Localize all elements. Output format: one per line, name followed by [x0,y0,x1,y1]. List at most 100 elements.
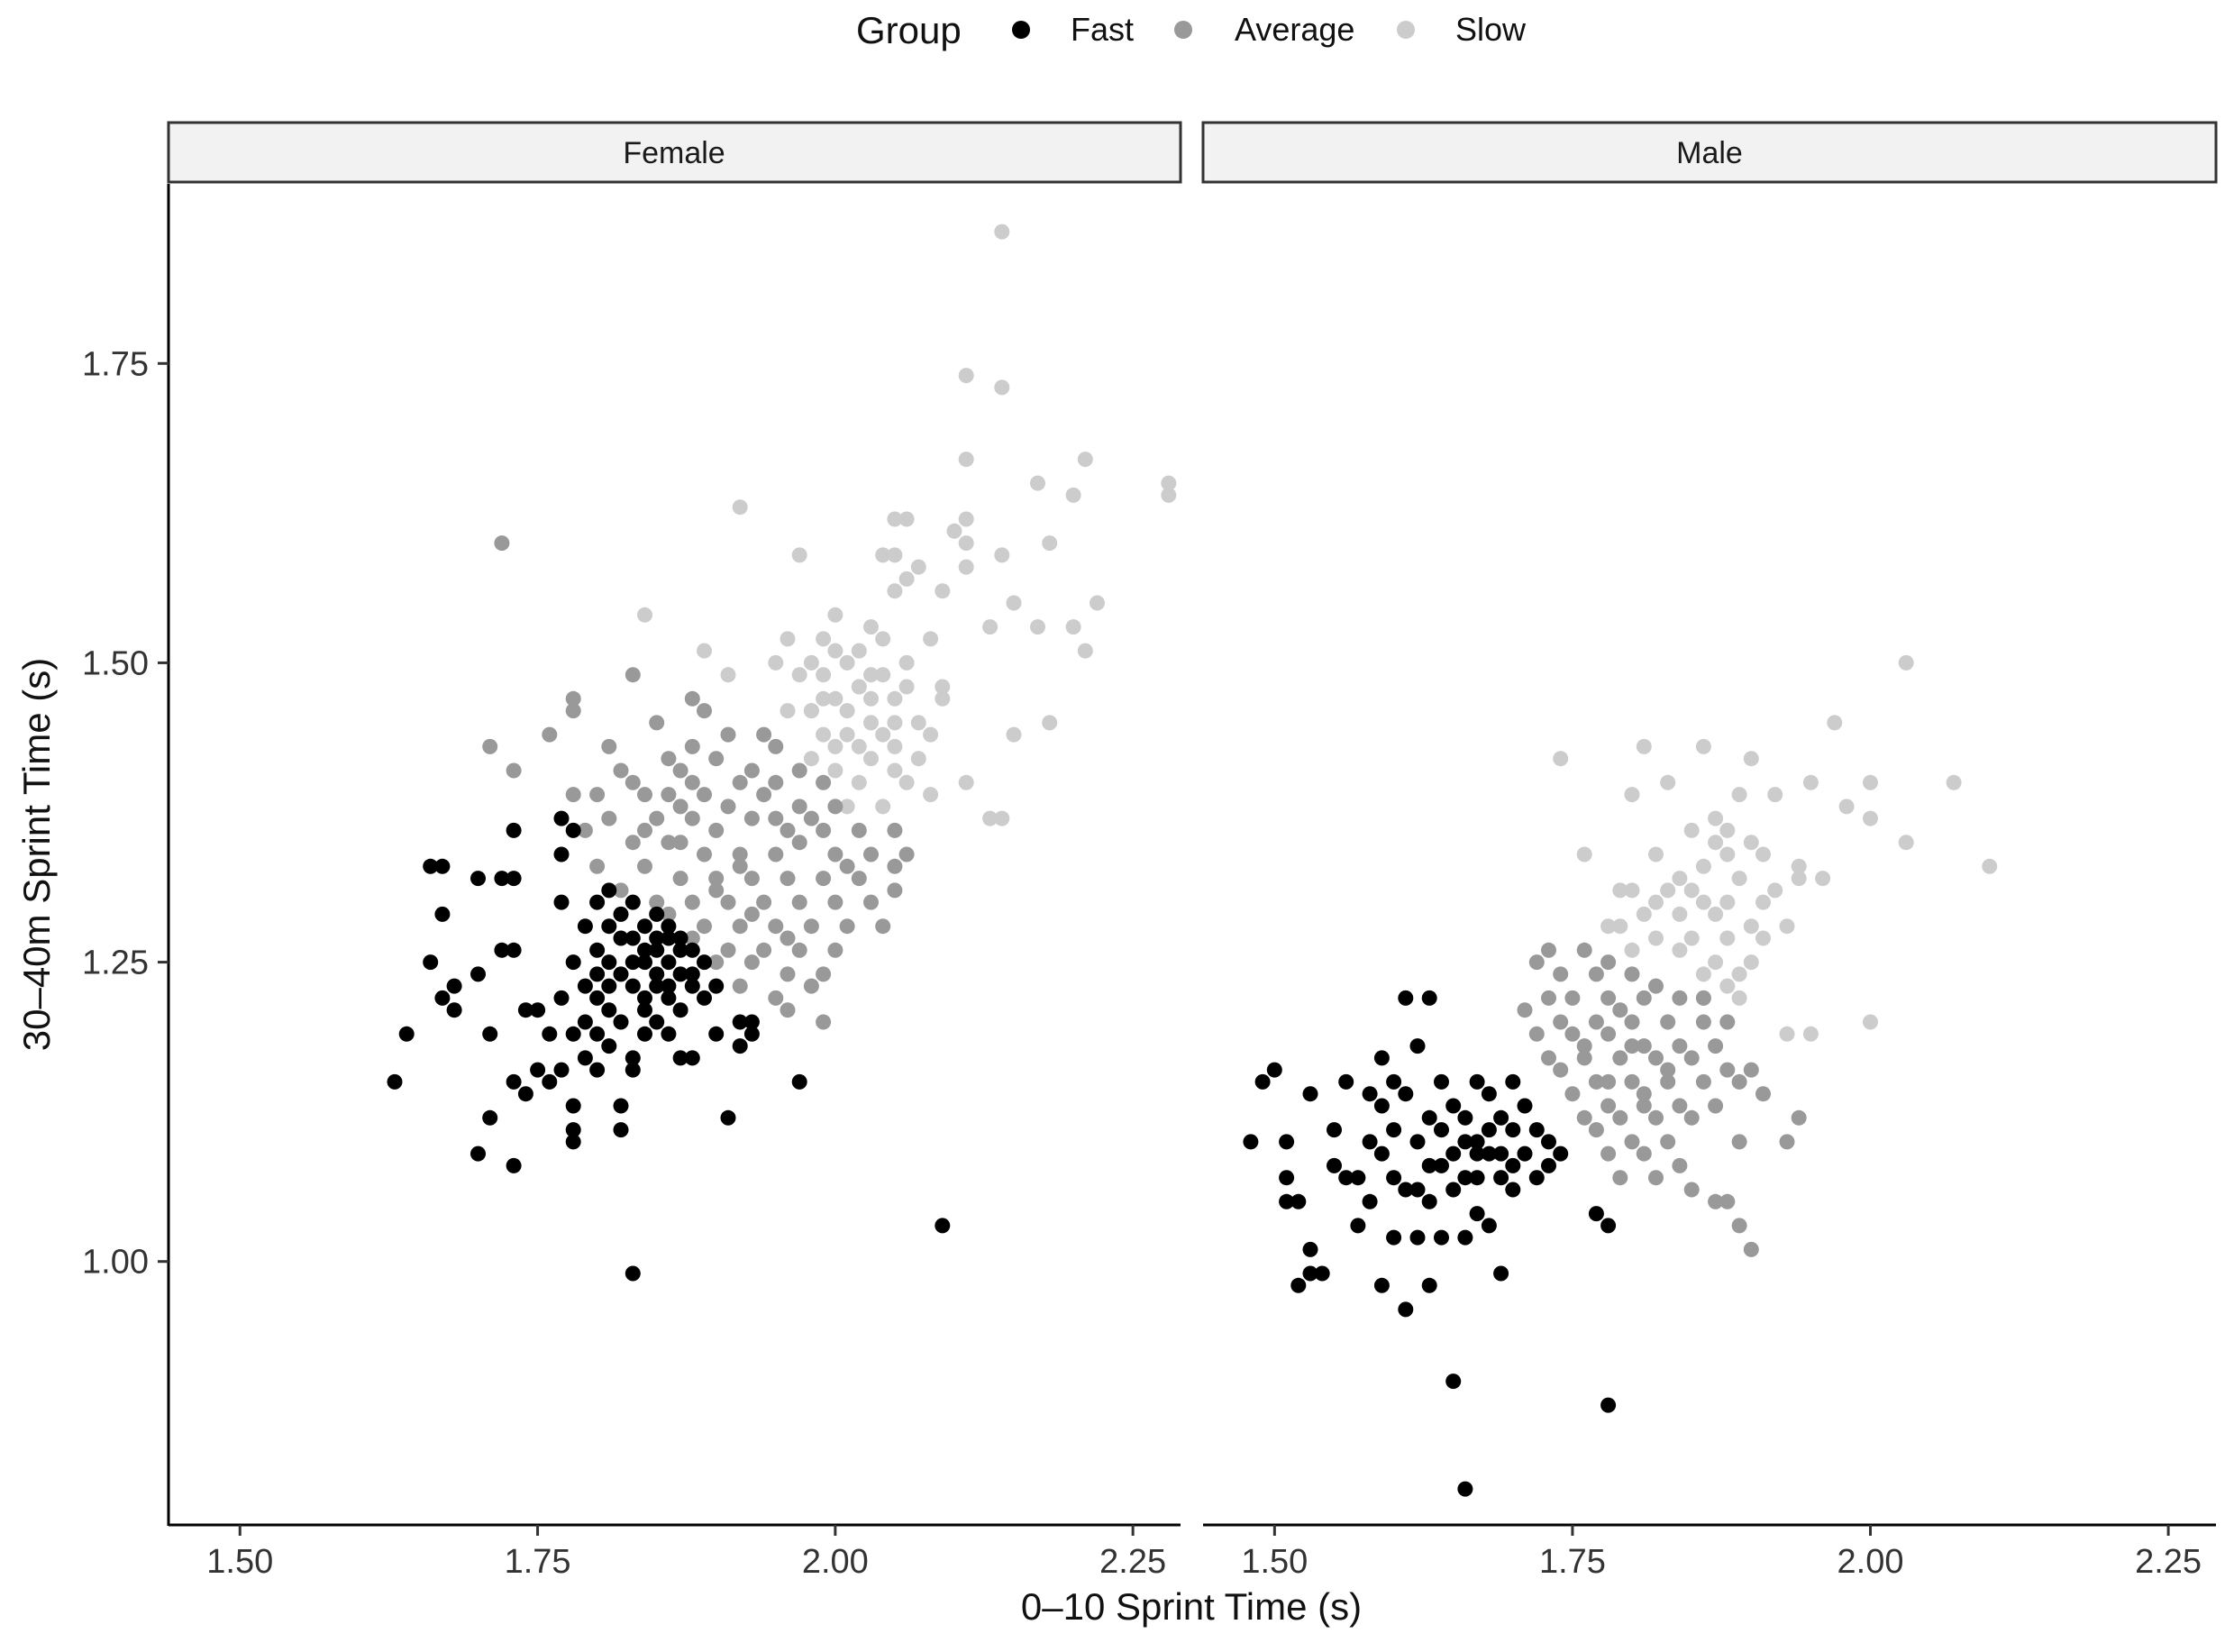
point-female-slow-33 [780,631,796,647]
point-female-slow-71 [910,751,926,767]
point-male-slow-62 [1600,918,1617,935]
point-female-slow-20 [910,559,926,575]
point-male-fast-13 [1327,1157,1342,1173]
point-male-slow-19 [1743,835,1759,851]
point-male-fast-65 [1528,1170,1545,1186]
point-female-fast-29 [553,894,570,910]
y-tick-label-3: 1.75 [82,345,149,383]
point-female-average-9 [601,738,617,754]
point-female-fast-16 [506,822,522,838]
point-female-slow-65 [1006,726,1022,743]
point-female-slow-80 [982,810,998,826]
point-male-slow-50 [1731,966,1747,982]
point-male-fast-61 [1505,1182,1521,1198]
point-female-slow-38 [839,654,855,671]
point-female-slow-86 [863,619,879,635]
point-male-average-46 [1588,1122,1604,1138]
point-male-fast-10 [1302,1265,1318,1282]
point-female-fast-73 [661,990,677,1006]
point-female-fast-54 [613,1014,629,1030]
point-female-average-7 [542,726,558,743]
point-female-fast-19 [506,1073,522,1090]
point-female-average-93 [672,799,688,815]
x-tick-label-male-2: 2.00 [1837,1543,1904,1581]
point-female-fast-45 [589,1026,606,1042]
point-female-fast-46 [589,1062,606,1078]
point-female-slow-24 [935,583,951,599]
point-female-fast-95 [661,930,677,946]
point-female-slow-5 [1161,475,1177,491]
panel-female: Female 1.50 1.75 2.00 2.25 1.00 1.25 1.50 1.75 [82,121,1182,1581]
point-male-fast-54 [1481,1145,1497,1162]
point-male-slow-25 [1791,858,1807,874]
y-tick-label-2: 1.50 [82,644,149,682]
point-male-average-8 [1541,990,1556,1006]
point-female-average-80 [791,942,807,958]
point-male-slow-21 [1576,846,1592,863]
x-tick-label-female-2: 2.00 [802,1543,869,1581]
point-female-fast-50 [601,1002,617,1018]
point-female-slow-64 [923,726,939,743]
point-female-fast-74 [661,1026,677,1042]
point-female-slow-1 [958,368,974,384]
point-female-fast-67 [649,906,665,922]
point-female-average-97 [708,882,725,899]
point-female-average-88 [803,978,819,994]
point-male-average-21 [1600,1026,1617,1042]
point-male-fast-52 [1469,1206,1485,1222]
point-female-fast-64 [637,954,652,971]
point-female-slow-19 [994,547,1010,563]
point-female-average-26 [565,787,581,803]
x-tick-label-male-0: 1.50 [1241,1543,1308,1581]
point-male-fast-64 [1528,1122,1545,1138]
point-female-fast-92 [935,1218,951,1234]
point-male-slow-42 [1648,930,1664,946]
point-male-slow-43 [1683,930,1700,946]
point-female-average-57 [743,871,760,887]
point-female-fast-99 [589,966,606,982]
point-female-fast-48 [601,918,617,935]
legend-label-slow: Slow [1455,11,1527,48]
point-female-slow-35 [851,643,867,659]
point-female-fast-20 [506,1157,522,1173]
point-male-average-32 [1588,1073,1604,1090]
point-male-average-68 [1624,1038,1640,1054]
point-male-fast-49 [1457,1481,1473,1497]
point-female-average-71 [697,918,712,935]
point-male-average-14 [1553,1014,1569,1030]
point-female-average-60 [851,871,867,887]
point-male-fast-58 [1493,1265,1509,1282]
point-male-fast-21 [1373,1050,1390,1066]
point-male-fast-22 [1373,1098,1390,1114]
panel-male: Male 1.50 1.75 2.00 2.25 [1201,121,2218,1581]
point-female-slow-13 [946,523,962,539]
point-female-average-14 [506,762,522,779]
point-female-slow-11 [898,511,915,527]
point-female-fast-21 [517,1002,533,1018]
point-female-fast-86 [720,1109,736,1126]
point-female-average-55 [672,871,688,887]
point-male-average-69 [1660,1062,1676,1078]
point-female-slow-17 [887,547,903,563]
point-male-slow-61 [1672,871,1688,887]
point-female-fast-68 [649,942,665,958]
point-female-fast-7 [446,978,462,994]
point-male-average-19 [1528,1026,1545,1042]
point-female-average-85 [816,966,832,982]
point-female-average-42 [851,822,867,838]
point-male-fast-43 [1445,1098,1462,1114]
point-female-fast-104 [649,930,665,946]
point-male-average-16 [1624,1014,1640,1030]
point-female-slow-39 [803,654,819,671]
point-male-fast-27 [1386,1170,1402,1186]
point-male-slow-14 [1863,810,1878,826]
point-male-fast-26 [1386,1122,1402,1138]
point-male-average-5 [1588,966,1604,982]
point-female-slow-68 [887,738,903,754]
point-male-fast-18 [1362,1086,1378,1102]
point-female-slow-9 [732,499,748,516]
point-female-slow-70 [863,751,879,767]
point-male-slow-60 [1648,894,1664,910]
point-female-slow-28 [1030,619,1045,635]
x-axis-title: 0–10 Sprint Time (s) [1021,1585,1362,1628]
